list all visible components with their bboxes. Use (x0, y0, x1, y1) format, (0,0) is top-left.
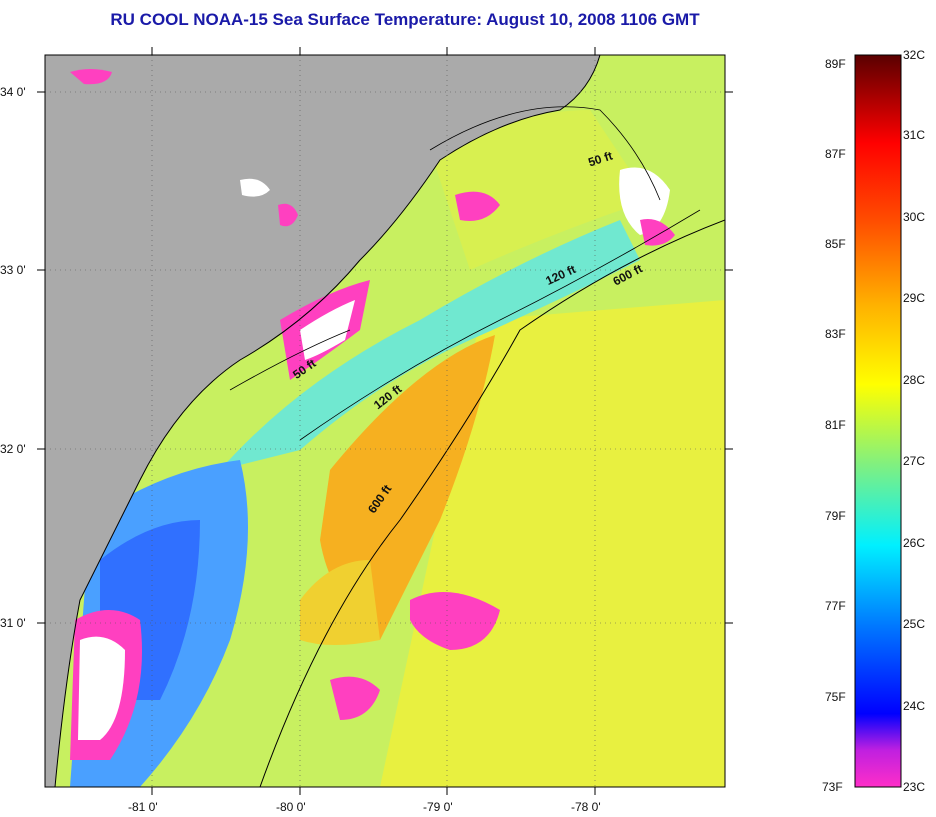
colorbar-f-label: 75F (825, 690, 846, 704)
colorbar-c-label: 25C (903, 617, 926, 631)
cloud-mask-7 (278, 203, 298, 227)
colorbar-f-label: 89F (825, 57, 846, 71)
colorbar-f-label: 77F (825, 599, 846, 613)
map-title: RU COOL NOAA-15 Sea Surface Temperature:… (110, 10, 700, 29)
colorbar-f-label: 83F (825, 327, 846, 341)
colorbar-f-label: 79F (825, 509, 846, 523)
contour-120ft (299, 209, 701, 441)
cloud-mask-4 (330, 676, 380, 720)
axis-ticks (37, 47, 733, 795)
lon-label: -78 0' (571, 800, 601, 814)
colorbar-f-label: 81F (825, 418, 846, 432)
coastline (54, 55, 601, 787)
midshelf-cool (220, 220, 640, 470)
cloud-mask-3 (410, 592, 500, 650)
lat-label: 31 0' (0, 616, 26, 630)
sst-map (45, 55, 725, 787)
gulf-stream-edge (300, 560, 380, 645)
colorbar-c-label: 31C (903, 128, 926, 142)
colorbar-f-label: 87F (825, 147, 846, 161)
cloud-2 (78, 636, 125, 740)
cloud-mask-8 (70, 69, 112, 85)
contour-600ft (259, 219, 725, 787)
graticule (45, 55, 725, 787)
colorbar-c-label: 28C (903, 373, 926, 387)
colorbar-c-label: 23C (903, 780, 926, 794)
map-frame (44, 54, 726, 788)
colorbar-f-label: 73F (822, 780, 843, 794)
colorbar-c-label: 24C (903, 699, 926, 713)
lon-label: -79 0' (423, 800, 453, 814)
land (45, 55, 600, 787)
colorbar-c-label: 32C (903, 48, 926, 62)
cloud-mask-6 (455, 191, 500, 221)
lon-label: -80 0' (276, 800, 306, 814)
colorbar-c-label: 27C (903, 454, 926, 468)
cloud-1 (300, 300, 355, 360)
colorbar-c-label: 30C (903, 210, 926, 224)
cloud-mask-5 (640, 219, 675, 246)
lat-label: 32 0' (0, 442, 26, 456)
lat-label: 33 0' (0, 263, 26, 277)
colorbar-f-label: 85F (825, 237, 846, 251)
colorbar-c-label: 29C (903, 291, 926, 305)
lat-label: 34 0' (0, 85, 26, 99)
contour-50ft (229, 106, 661, 391)
cloud-3 (619, 167, 670, 235)
lon-label: -81 0' (128, 800, 158, 814)
cloud-4 (240, 178, 270, 197)
colorbar-c-label: 26C (903, 536, 926, 550)
colorbar (854, 54, 902, 788)
